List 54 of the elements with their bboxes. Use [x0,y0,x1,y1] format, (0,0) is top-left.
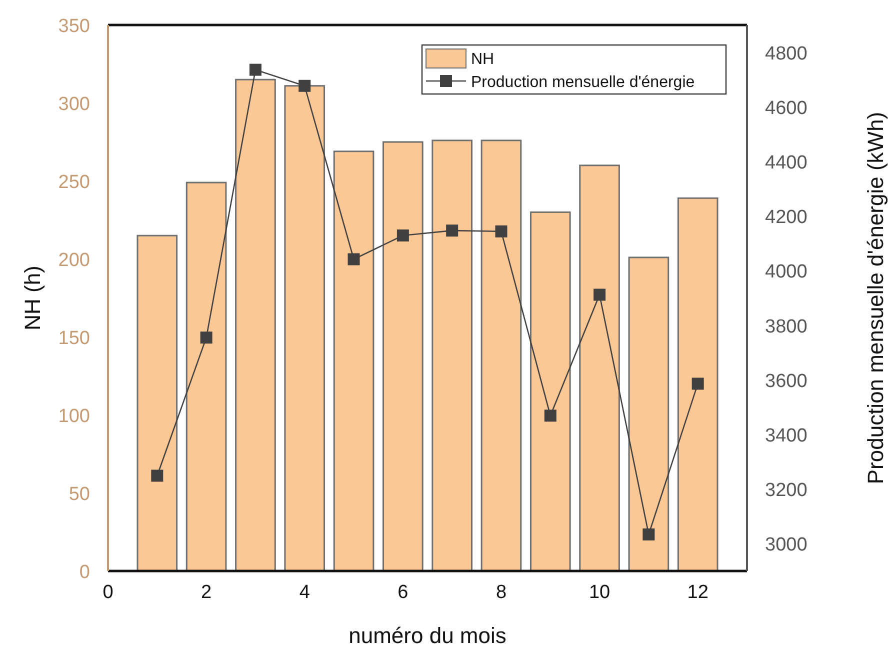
point [298,80,311,92]
y-tick-label: 0 [79,562,90,583]
bar [579,164,620,572]
bar [432,140,472,572]
x-tick-label: 12 [687,582,708,603]
y-tick-label: 150 [58,328,90,349]
point [495,225,508,238]
bar [628,256,670,572]
y2-tick-label: 3000 [765,534,808,556]
y-tick-label: 50 [68,484,90,505]
bar [235,78,276,572]
x-tick-label: 8 [496,582,507,603]
bar [480,140,522,572]
bar [136,234,178,572]
bar [333,150,374,572]
point [692,378,704,390]
y-tick-label: 200 [58,250,90,271]
y-tick-label: 300 [58,94,90,115]
point [396,229,409,242]
x-tick-label: 2 [201,582,212,603]
x-tick-label: 6 [398,582,408,603]
point [348,253,360,266]
legend-label: NH [471,51,494,68]
y2-tick-label: 3400 [765,426,808,446]
y2-axis-title: Production mensuelle d'énergie (kWh) [863,112,888,484]
point [249,64,262,76]
bar [284,85,326,572]
legend-label: Production mensuelle d'énergie [471,74,695,91]
x-axis-title: numéro du mois [348,623,506,648]
bar [382,141,424,572]
y2-tick-label: 3800 [765,316,808,338]
y2-tick-label: 4600 [765,98,808,119]
point [151,470,164,482]
y-tick-label: 250 [58,172,90,193]
point [446,224,458,237]
y-tick-label: 100 [58,406,90,427]
y2-tick-label: 4800 [765,43,808,64]
bar [186,182,227,572]
y2-tick-label: 3600 [765,370,808,392]
bar [530,211,571,572]
y-tick-label: 350 [58,16,90,37]
point [544,410,556,422]
x-tick-label: 10 [588,582,610,603]
point [594,288,606,301]
y2-tick-label: 4400 [765,152,808,174]
y-axis-title: NH (h) [20,266,45,330]
x-tick-label: 4 [299,582,310,603]
x-tick-label: 0 [102,582,114,603]
bar [677,197,718,572]
y2-tick-label: 4200 [765,207,808,228]
point [642,528,655,540]
y2-tick-label: 3200 [765,480,808,502]
y2-tick-label: 4000 [765,262,808,283]
point [200,332,212,344]
